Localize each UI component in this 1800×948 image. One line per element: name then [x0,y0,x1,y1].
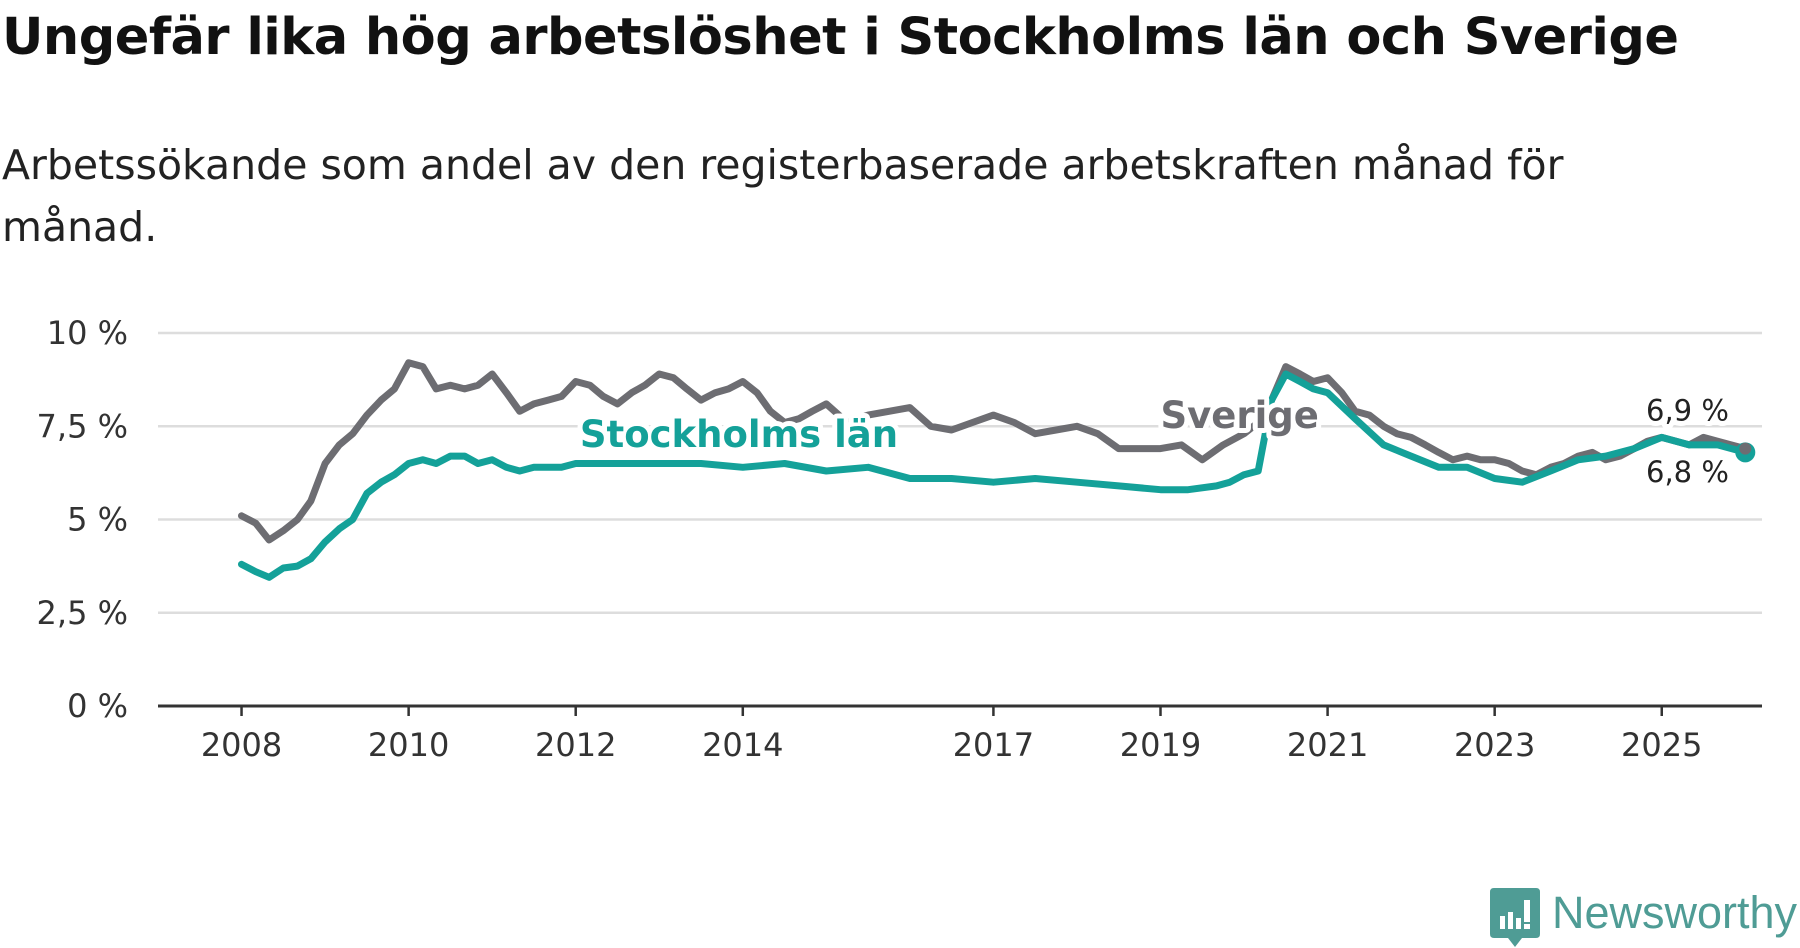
x-axis-ticks: 2008 2010 2012 2014 2017 2019 2021 2023 2025 [201,706,1702,764]
end-label-sverige: 6,9 % [1646,394,1729,428]
end-label-sverige-halo: 6,9 % [1646,394,1729,428]
x-tick-label: 2023 [1454,726,1535,764]
endpoint-marker-sverige [1739,442,1752,455]
end-label-stockholm: 6,8 % [1646,455,1729,489]
x-tick-label: 2008 [201,726,282,764]
series-label-stockholm-halo: Stockholms län [580,413,898,456]
y-tick-label: 7,5 % [37,407,128,445]
y-tick-label: 10 % [47,314,128,352]
series-label-sverige: Sverige [1161,394,1319,437]
line-chart: 0 % 2,5 % 5 % 7,5 % 10 % 2008 2010 2012 2014 201… [37,314,1762,764]
chart-title: Ungefär lika hög arbetslöshet i Stockhol… [2,8,1679,67]
end-label-stockholm-halo: 6,8 % [1646,455,1729,489]
y-tick-label: 0 % [67,687,128,725]
x-tick-label: 2012 [535,726,616,764]
y-axis-ticks: 0 % 2,5 % 5 % 7,5 % 10 % [37,314,128,725]
y-tick-label: 5 % [67,501,128,539]
series-lines [238,359,1756,581]
chart-subtitle: Arbetssökande som andel av den registerb… [2,141,1564,251]
x-tick-label: 2021 [1287,726,1368,764]
x-tick-label: 2019 [1120,726,1201,764]
series-line-sverige [238,359,1749,544]
gridlines [158,331,1762,708]
x-tick-label: 2014 [702,726,783,764]
series-line-stockholm [238,370,1749,581]
newsworthy-brand[interactable]: Newsworthy [1490,888,1797,948]
x-tick-label: 2017 [953,726,1034,764]
x-tick-label: 2010 [368,726,449,764]
x-tick-label: 2025 [1621,726,1702,764]
series-label-stockholm: Stockholms län [580,413,898,456]
newsworthy-logo-icon [1490,888,1540,947]
series-label-sverige-halo: Sverige [1161,394,1319,437]
newsworthy-brand-name: Newsworthy [1552,887,1798,938]
y-tick-label: 2,5 % [37,594,128,632]
